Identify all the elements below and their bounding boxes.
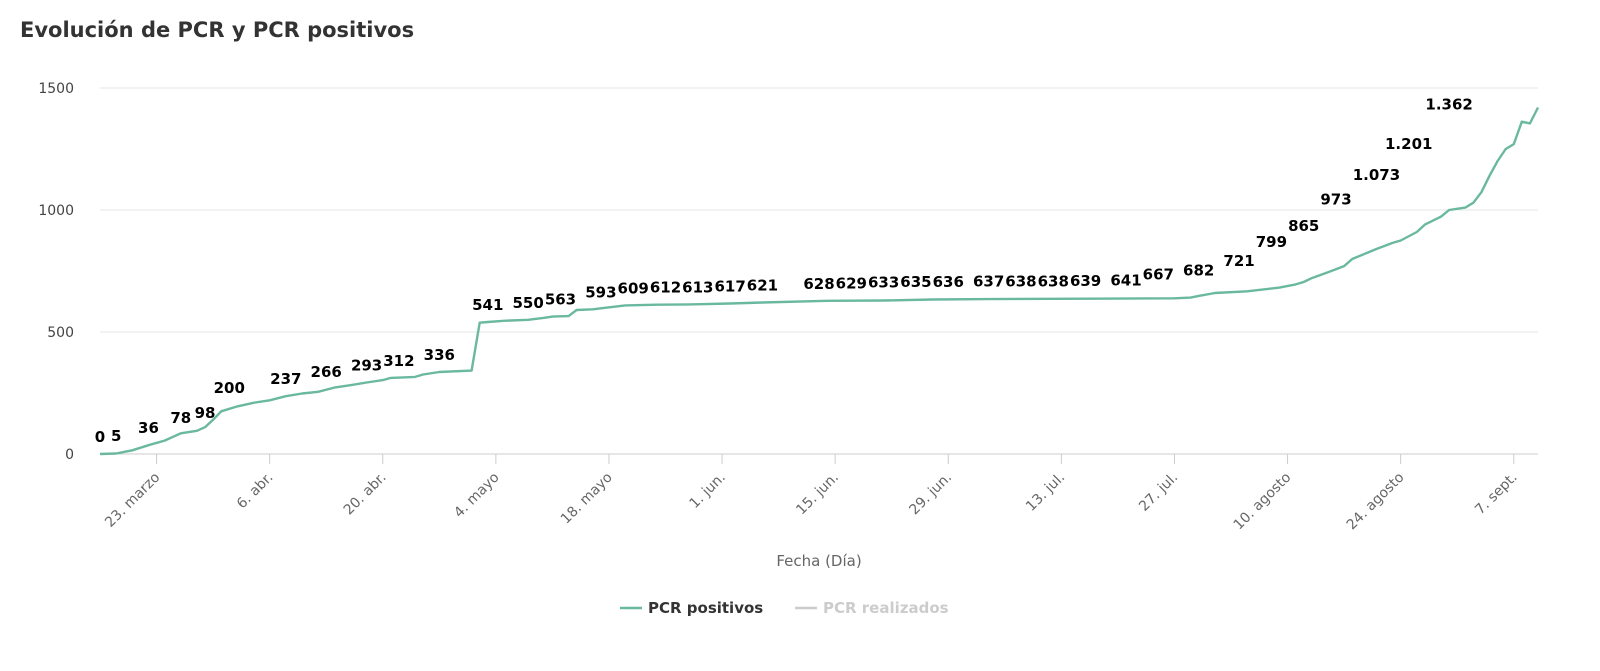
data-label: 638	[1038, 272, 1069, 290]
data-label: 865	[1288, 217, 1319, 235]
x-axis-title: Fecha (Día)	[776, 552, 861, 570]
data-label: 721	[1223, 252, 1254, 270]
legend-item[interactable]: PCR realizados	[795, 599, 949, 617]
data-label: 629	[836, 275, 867, 293]
grid-lines	[100, 87, 1538, 455]
y-tick-label: 1000	[38, 203, 74, 219]
data-label: 293	[351, 357, 382, 375]
data-label: 593	[585, 283, 616, 301]
data-label: 266	[311, 363, 342, 381]
data-label: 312	[383, 352, 414, 370]
data-label: 563	[545, 291, 576, 309]
x-tick-label: 10. agosto	[1231, 470, 1295, 534]
legend-item[interactable]: PCR positivos	[620, 599, 763, 617]
y-axis: 0 500 1000 1500	[38, 81, 74, 463]
x-tick-label: 13. jul.	[1023, 470, 1068, 515]
legend-label: PCR positivos	[648, 599, 763, 617]
data-label: 0	[95, 428, 105, 446]
x-tick-label: 24. agosto	[1344, 470, 1408, 534]
data-label: 1.073	[1353, 166, 1400, 184]
x-tick-label: 7. sept.	[1472, 470, 1520, 518]
data-label: 613	[682, 278, 713, 296]
y-tick-label: 1500	[38, 81, 74, 97]
data-labels: 0 5 36 78 98 200 237 266 293 312 336 541 550 563 593 60…	[95, 96, 1473, 446]
data-label: 641	[1110, 272, 1141, 290]
data-label: 541	[472, 296, 503, 314]
data-label: 799	[1256, 233, 1287, 251]
data-label: 78	[170, 409, 191, 427]
data-label: 336	[424, 346, 455, 364]
series-line-pcr-positivos[interactable]	[99, 106, 1540, 456]
data-label: 617	[714, 277, 745, 295]
x-tick-label: 20. abr.	[341, 470, 390, 519]
data-label: 237	[270, 370, 301, 388]
data-label: 973	[1320, 191, 1351, 209]
data-label: 639	[1070, 272, 1101, 290]
data-label: 550	[513, 294, 544, 312]
x-tick-label: 6. abr.	[234, 470, 277, 513]
data-label: 633	[868, 274, 899, 292]
chart-title: Evolución de PCR y PCR positivos	[20, 18, 415, 42]
data-label: 667	[1143, 265, 1174, 283]
data-label: 36	[138, 419, 159, 437]
data-label: 637	[973, 273, 1004, 291]
data-label: 612	[650, 279, 681, 297]
x-tick-label: 27. jul.	[1136, 470, 1181, 515]
data-label: 628	[803, 275, 834, 293]
data-label: 635	[900, 273, 931, 291]
x-tick-label: 23. marzo	[102, 470, 163, 531]
data-label: 621	[747, 276, 778, 294]
data-label: 98	[195, 404, 216, 422]
x-tick-label: 15. jun.	[793, 470, 842, 519]
data-label: 1.362	[1425, 96, 1472, 114]
x-tick-label: 4. mayo	[451, 470, 503, 522]
data-label: 609	[618, 279, 649, 297]
x-tick-label: 18. mayo	[558, 470, 616, 528]
data-label: 1.201	[1385, 135, 1432, 153]
data-label: 682	[1183, 262, 1214, 280]
data-label: 5	[111, 427, 121, 445]
series-layer	[99, 106, 1540, 456]
y-tick-label: 500	[47, 325, 74, 341]
data-label: 636	[933, 273, 964, 291]
data-label: 638	[1005, 272, 1036, 290]
y-tick-label: 0	[65, 447, 74, 463]
x-tick-label: 29. jun.	[906, 470, 955, 519]
x-axis: 23. marzo 6. abr. 20. abr. 4. mayo 18. mayo 1…	[102, 454, 1521, 534]
legend-label: PCR realizados	[823, 599, 949, 617]
data-label: 200	[214, 379, 245, 397]
legend: PCR positivos PCR realizados	[620, 599, 949, 617]
x-tick-label: 1. jun.	[687, 470, 729, 512]
